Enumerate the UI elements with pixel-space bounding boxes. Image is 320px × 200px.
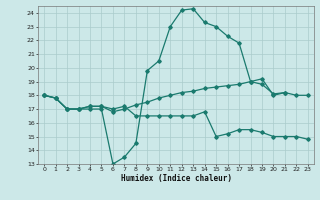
X-axis label: Humidex (Indice chaleur): Humidex (Indice chaleur) bbox=[121, 174, 231, 183]
